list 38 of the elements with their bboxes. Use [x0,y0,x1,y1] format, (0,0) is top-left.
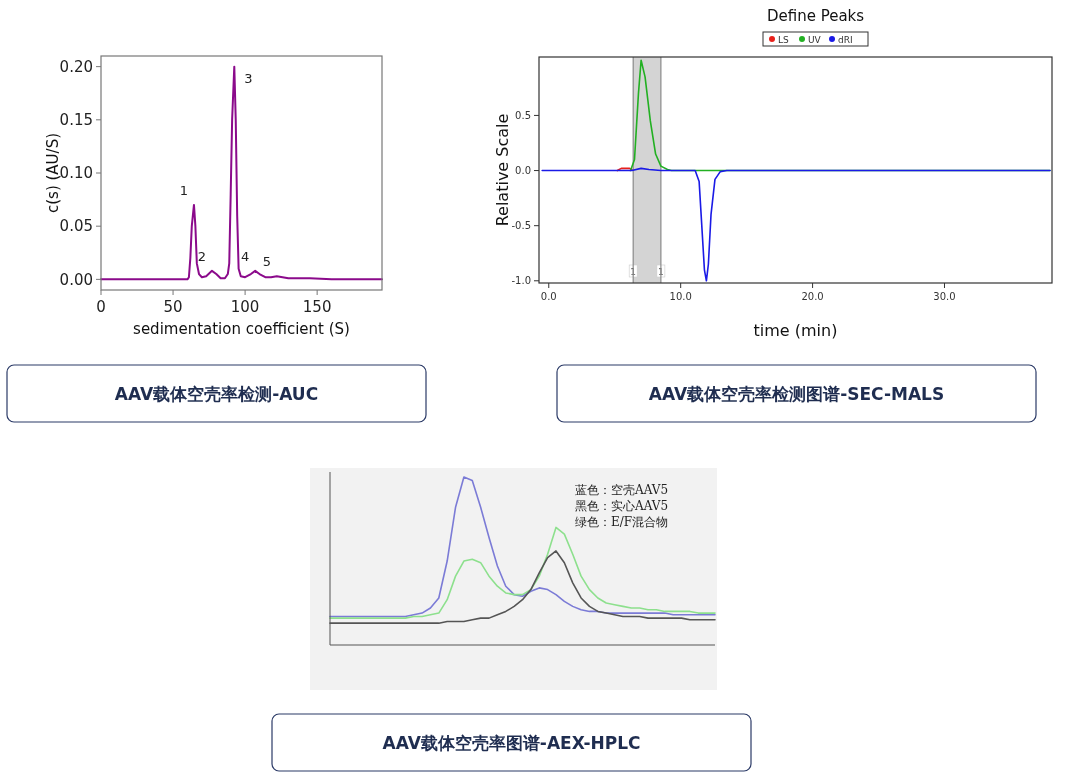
band-label: 1 [630,266,637,277]
legend-label: UV [808,34,822,45]
text: AAV载体空壳率图谱-AEX-HPLC [382,732,641,753]
x-tick-label: 20.0 [801,291,824,302]
y-tick-label: 0.15 [59,111,93,130]
annotation: 3 [244,70,253,86]
text: AAV载体空壳率检测图谱-SEC-MALS [648,383,945,404]
annotation: 4 [241,248,250,264]
y-axis-title: Relative Scale [493,113,512,227]
x-tick-label: 10.0 [669,291,692,302]
annotation: 蓝色：空壳AAV5 [575,483,669,497]
chart-title: Define Peaks [766,7,865,25]
legend-label: dRI [838,34,853,45]
y-tick-label: -0.5 [511,220,531,232]
annotation: 1 [179,182,189,198]
x-tick-label: 150 [302,298,332,316]
annotation: 2 [197,248,207,264]
x-tick-label: 100 [230,298,260,316]
y-tick-label: 0.05 [59,217,93,236]
annotation: 黑色：实心AAV5 [575,499,669,513]
text: AAV载体空壳率检测-AUC [114,383,319,404]
y-tick-label: 0.0 [515,165,531,177]
legend-label: LS [778,34,790,45]
annotation: 5 [262,254,271,270]
y-tick-label: 0.5 [515,109,531,121]
annotation: 绿色：E/F混合物 [575,515,669,529]
y-tick-label: 0.10 [59,164,93,183]
x-axis-title: time (min) [753,321,838,340]
x-axis-title: sedimentation coefficient (S) [133,320,350,338]
x-tick-label: 0.0 [540,291,557,302]
y-tick-label: -1.0 [511,275,531,287]
text: 1 [658,266,664,277]
x-tick-label: 30.0 [933,291,956,302]
y-axis-title: c(s) (AU/S) [44,132,62,214]
x-tick-label: 0 [96,298,106,316]
y-tick-label: 0.00 [59,270,93,289]
y-tick-label: 0.20 [59,57,93,76]
x-tick-label: 50 [163,298,183,316]
